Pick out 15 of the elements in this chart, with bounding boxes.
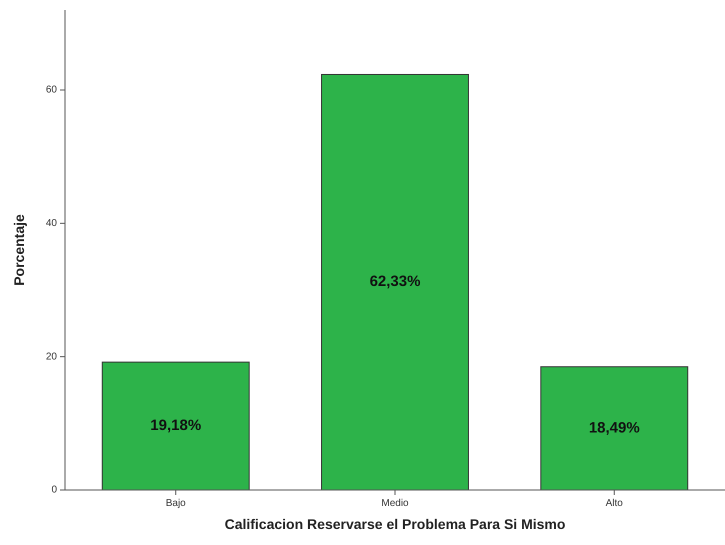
y-axis-title: Porcentaje — [11, 214, 27, 286]
data-label: 19,18% — [150, 417, 202, 434]
x-tick-label: Alto — [606, 498, 624, 509]
x-axis-title: Calificacion Reservarse el Problema Para Si Mismo — [224, 516, 566, 532]
y-tick-label: 60 — [46, 84, 58, 96]
x-tick-label: Bajo — [166, 498, 186, 509]
bar — [102, 362, 250, 490]
bar — [321, 74, 469, 490]
y-tick-label: 40 — [46, 218, 58, 229]
y-tick-label: 20 — [46, 351, 58, 362]
bar — [540, 366, 688, 490]
y-tick-label: 0 — [51, 484, 58, 496]
x-tick-label: Medio — [381, 498, 410, 509]
data-label: 18,49% — [588, 419, 640, 436]
data-label: 62,33% — [370, 273, 420, 290]
